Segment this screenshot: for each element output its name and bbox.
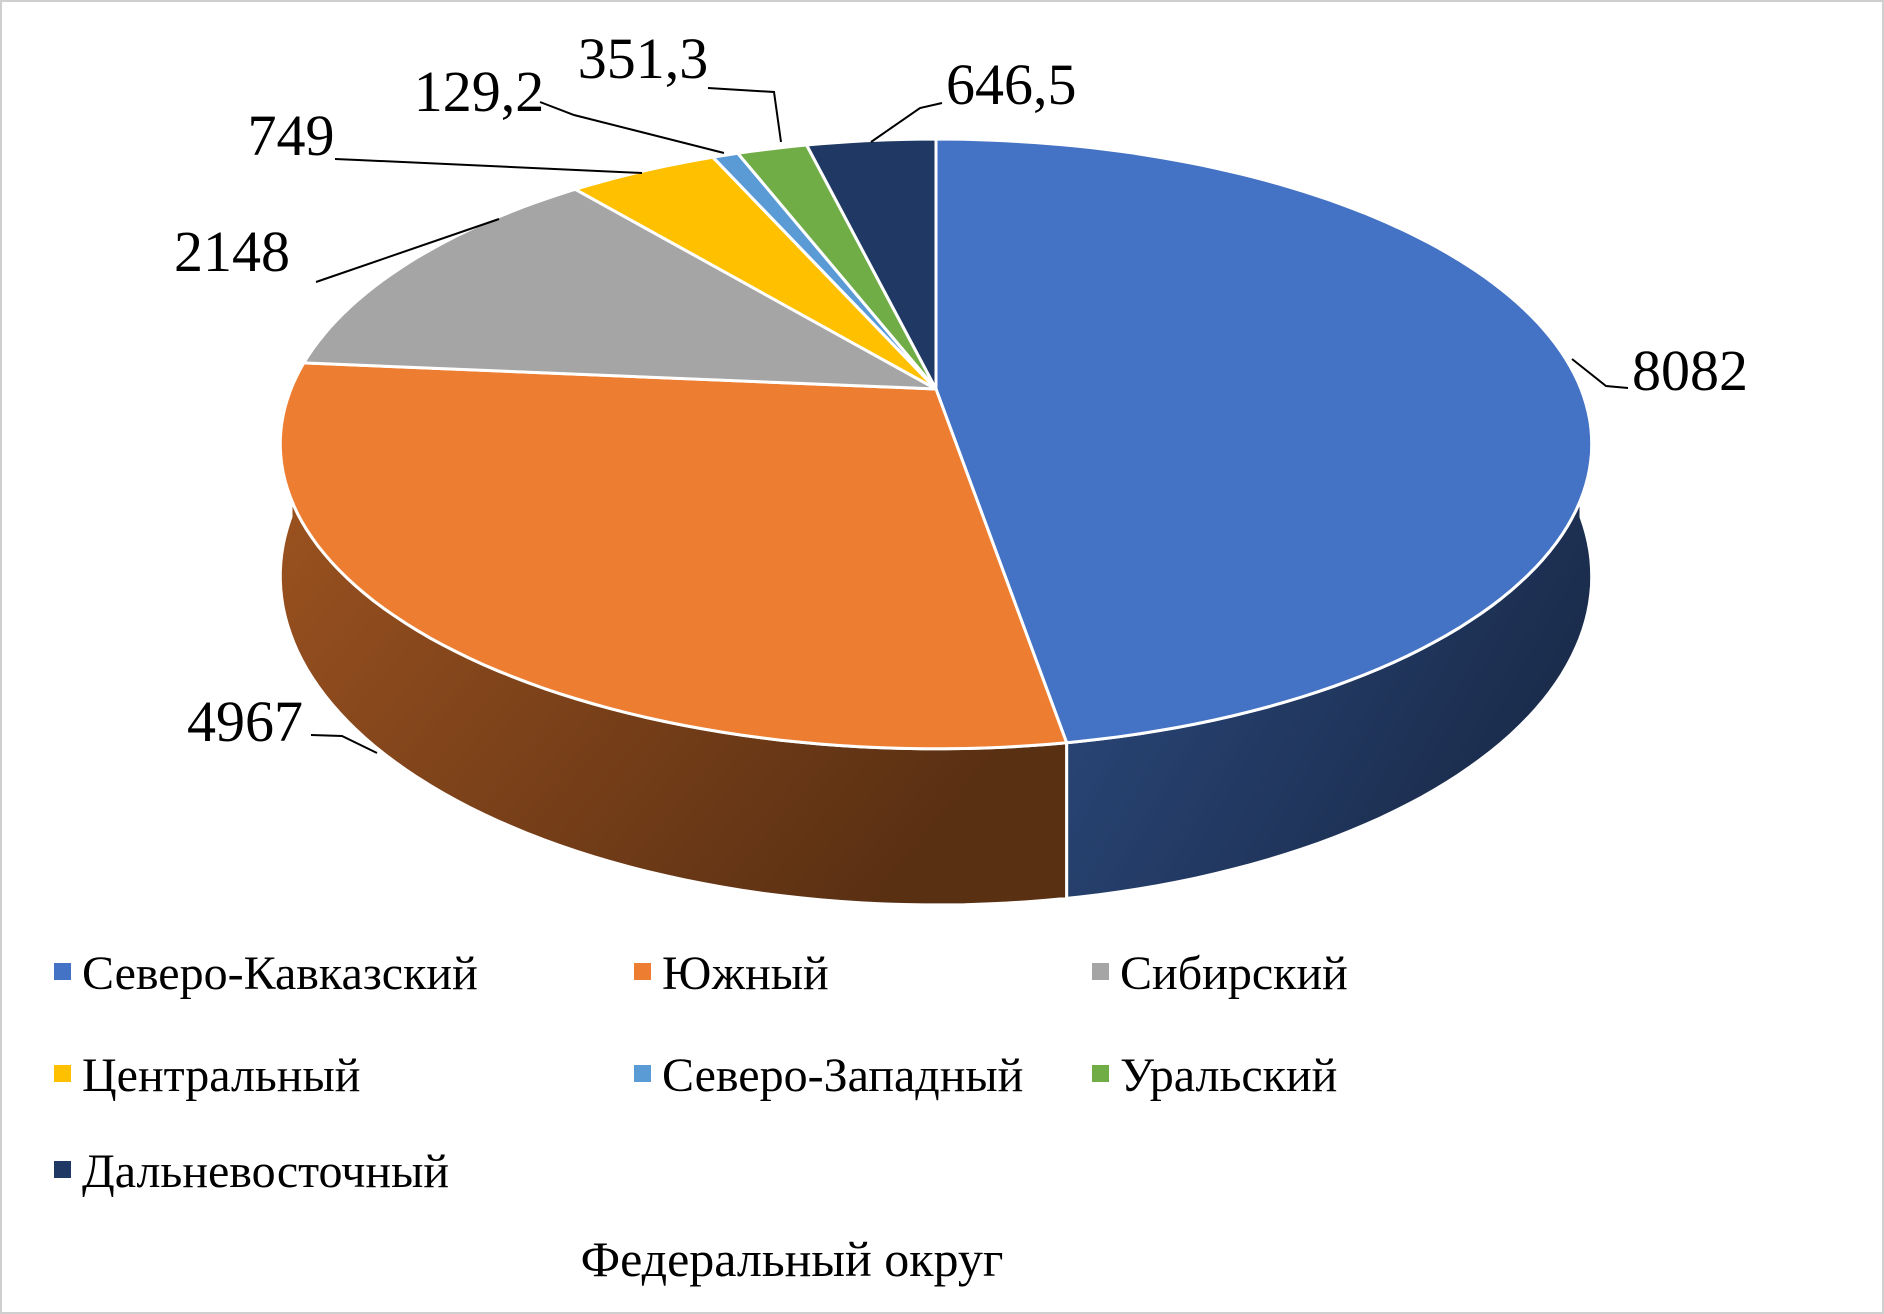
data-label-uralsky: 351,3 (578, 26, 709, 91)
legend-swatch-tsentralny[interactable] (54, 1065, 71, 1082)
pie-slice-tsentralny[interactable] (573, 155, 938, 391)
legend-label-severo-kavkazsky[interactable]: Северо-Кавказский (82, 947, 478, 1000)
chart-title: Федеральный округ (581, 1231, 1004, 1287)
legend: Северо-Кавказский Южный Сибирский Центральн… (54, 947, 1348, 1198)
data-label-dalnevostochny: 646,5 (946, 52, 1077, 117)
data-label-yuzhny: 4967 (187, 689, 303, 754)
leader-line-severo-zapadny (539, 101, 725, 154)
legend-swatch-sibirsky[interactable] (1092, 963, 1109, 980)
leader-line-yuzhny (310, 734, 378, 754)
legend-swatch-dalnevostochny[interactable] (54, 1161, 71, 1178)
legend-label-tsentralny[interactable]: Центральный (82, 1049, 360, 1102)
data-label-tsentralny: 749 (248, 103, 335, 168)
legend-swatch-severo-kavkazsky[interactable] (54, 963, 71, 980)
leader-line-tsentralny (334, 158, 643, 174)
legend-label-severo-zapadny[interactable]: Северо-Западный (662, 1049, 1023, 1102)
leader-lines (310, 87, 1629, 754)
leader-line-dalnevostochny (870, 102, 943, 143)
leader-line-sibirsky (315, 218, 500, 283)
legend-label-uralsky[interactable]: Уральский (1120, 1049, 1337, 1102)
pie-slice-dalnevostochny[interactable] (805, 137, 938, 391)
data-label-severo-zapadny: 129,2 (414, 59, 545, 124)
legend-label-yuzhny[interactable]: Южный (662, 947, 829, 1000)
legend-label-sibirsky[interactable]: Сибирский (1120, 947, 1348, 1000)
legend-swatch-severo-zapadny[interactable] (634, 1065, 651, 1082)
pie-slice-yuzhny[interactable] (278, 361, 1069, 751)
pie-slice-uralsky[interactable] (736, 143, 938, 391)
leader-line-uralsky (707, 87, 782, 143)
legend-swatch-yuzhny[interactable] (634, 963, 651, 980)
leader-line-severo-kavkazsky (1571, 358, 1629, 389)
legend-swatch-uralsky[interactable] (1092, 1065, 1109, 1082)
data-label-severo-kavkazsky: 8082 (1632, 338, 1748, 403)
pie-slice-sibirsky[interactable] (302, 187, 938, 391)
pie-slices (278, 137, 1594, 751)
data-label-sibirsky: 2148 (174, 219, 290, 284)
legend-label-dalnevostochny[interactable]: Дальневосточный (82, 1145, 449, 1198)
data-labels: 8082 4967 2148 749 129,2 351,3 646,5 (174, 26, 1748, 754)
pie-slice-severo-kavkazsky[interactable] (934, 137, 1594, 745)
